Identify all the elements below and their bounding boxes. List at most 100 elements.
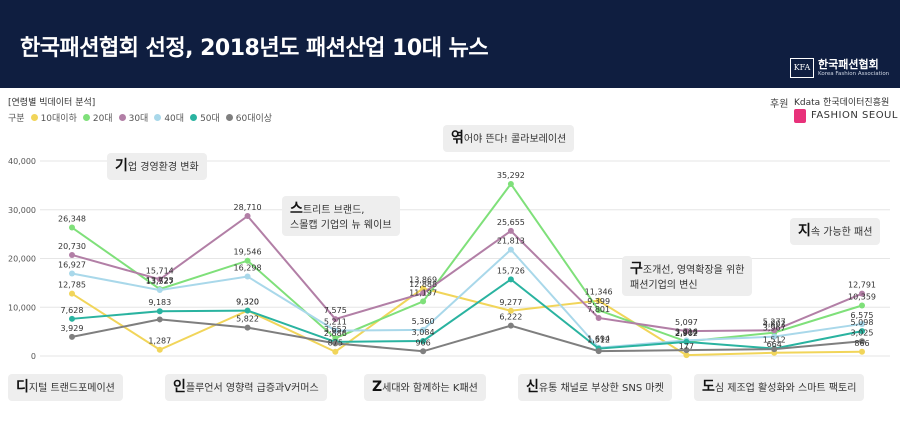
callout-initial: 구 — [630, 261, 643, 277]
data-label: 13,725 — [146, 276, 174, 285]
data-point — [595, 297, 602, 304]
callout-text-line2: 스몰캡 기업의 뉴 웨이브 — [290, 219, 392, 231]
data-label: 5,098 — [851, 318, 874, 327]
data-point — [771, 327, 778, 334]
data-point — [859, 348, 865, 355]
data-point — [69, 270, 75, 277]
data-label: 3,025 — [851, 328, 874, 337]
y-tick-label: 30,000 — [8, 206, 36, 215]
series-line — [71, 214, 863, 333]
callout-initial: 스 — [290, 201, 303, 217]
data-point — [332, 348, 339, 355]
legend-swatch-icon — [225, 114, 233, 121]
data-point — [859, 290, 865, 297]
callout-text-line2: 패션기업의 변신 — [630, 279, 698, 291]
data-point — [244, 307, 251, 314]
legend-swatch-icon — [118, 114, 126, 121]
data-label: 2,902 — [675, 329, 698, 338]
data-point — [507, 307, 514, 314]
series-line — [71, 248, 863, 349]
data-label: 28,710 — [234, 203, 262, 212]
data-label: 177 — [679, 342, 694, 351]
news-callout: 인플루언서 영향력 급증과V커머스 — [165, 374, 327, 401]
data-point — [156, 276, 163, 283]
callout-text: 업 경영환경 변화 — [127, 162, 199, 173]
legend-label: 40대 — [164, 114, 185, 124]
callout-text: 어야 뜬다! 콜라보레이션 — [463, 134, 567, 145]
data-label: 15,714 — [146, 266, 174, 275]
y-tick-label: 40,000 — [8, 157, 36, 166]
data-label: 9,320 — [236, 298, 259, 307]
org-name: 한국패션협회 — [818, 58, 879, 71]
news-callout: 엮어야 뜬다! 콜라보레이션 — [443, 125, 575, 152]
data-label: 7,628 — [61, 306, 84, 315]
data-point — [69, 333, 75, 340]
data-label: 4,802 — [763, 320, 786, 329]
data-label: 1,287 — [148, 337, 171, 346]
callout-text: 세대와 함께하는 K패션 — [382, 383, 478, 394]
legend-label: 10대이하 — [40, 114, 77, 124]
data-label: 2,967 — [675, 329, 698, 338]
data-point — [156, 316, 163, 323]
data-label: 5,211 — [324, 318, 347, 327]
legend-item: 10대이하 — [30, 111, 77, 124]
data-label: 7,801 — [587, 305, 610, 314]
data-label: 5,822 — [236, 315, 259, 324]
news-callout: 스트리트 브랜드, 스몰캡 기업의 뉴 웨이브 — [282, 196, 400, 237]
data-label: 5,097 — [675, 318, 698, 327]
data-label: 12,791 — [848, 281, 876, 290]
data-point — [332, 327, 339, 334]
data-label: 20,730 — [58, 242, 86, 251]
data-point — [69, 224, 75, 231]
data-point — [595, 307, 602, 314]
callout-text: 지털 트랜드포메이션 — [28, 383, 115, 394]
legend-item: 50대 — [190, 111, 220, 124]
data-point — [420, 290, 427, 297]
data-label: 11,197 — [409, 288, 437, 297]
data-label: 2,886 — [324, 329, 347, 338]
data-point — [507, 227, 514, 234]
legend-label: 구분 — [8, 114, 25, 124]
data-label: 875 — [328, 339, 343, 348]
header-banner: 한국패션협회 선정, 2018년도 패션산업 10대 뉴스 KFA 한국패션협회… — [0, 0, 900, 88]
data-point — [156, 287, 163, 294]
news-callout: 도심 제조업 활성화와 스마트 팩토리 — [694, 374, 865, 401]
legend-item: 30대 — [118, 111, 148, 124]
data-point — [244, 273, 251, 280]
callout-text: 플루언서 영향력 급증과V커머스 — [185, 383, 319, 394]
callout-initial: 인 — [173, 379, 186, 395]
data-point — [859, 338, 865, 345]
data-point — [859, 302, 865, 309]
org-name-en: Korea Fashion Association — [818, 71, 890, 77]
data-label: 11,346 — [585, 288, 613, 297]
data-point — [595, 314, 602, 321]
fashion-seoul-logo-icon — [794, 109, 806, 123]
data-label: 1,694 — [587, 335, 610, 344]
data-label: 664 — [767, 340, 782, 349]
data-point — [420, 326, 427, 333]
callout-initial: 기 — [115, 158, 128, 174]
data-label: 9,277 — [499, 298, 522, 307]
callout-initial: 디 — [16, 379, 29, 395]
data-point — [771, 333, 778, 340]
callout-text: 심 제조업 활성화와 스마트 팩토리 — [714, 383, 857, 394]
data-label: 6,222 — [499, 313, 522, 322]
legend-swatch-icon — [30, 114, 38, 121]
data-point — [244, 213, 251, 220]
news-callout: 구조개선, 영역확장을 위한 패션기업의 변신 — [622, 256, 753, 297]
data-point — [507, 246, 514, 253]
legend-swatch-icon — [82, 114, 90, 121]
data-point — [332, 340, 339, 347]
legend-item: 60대이상 — [225, 111, 272, 124]
y-tick-label: 20,000 — [8, 255, 36, 264]
data-point — [507, 322, 514, 329]
series-line — [71, 287, 863, 357]
data-label: 12,785 — [58, 281, 86, 290]
series-line — [71, 318, 863, 353]
callout-text: 속 가능한 패션 — [810, 227, 873, 238]
data-label: 5,277 — [763, 317, 786, 326]
data-label: 25,655 — [497, 218, 525, 227]
legend-label: 20대 — [92, 114, 113, 124]
data-point — [683, 347, 690, 354]
